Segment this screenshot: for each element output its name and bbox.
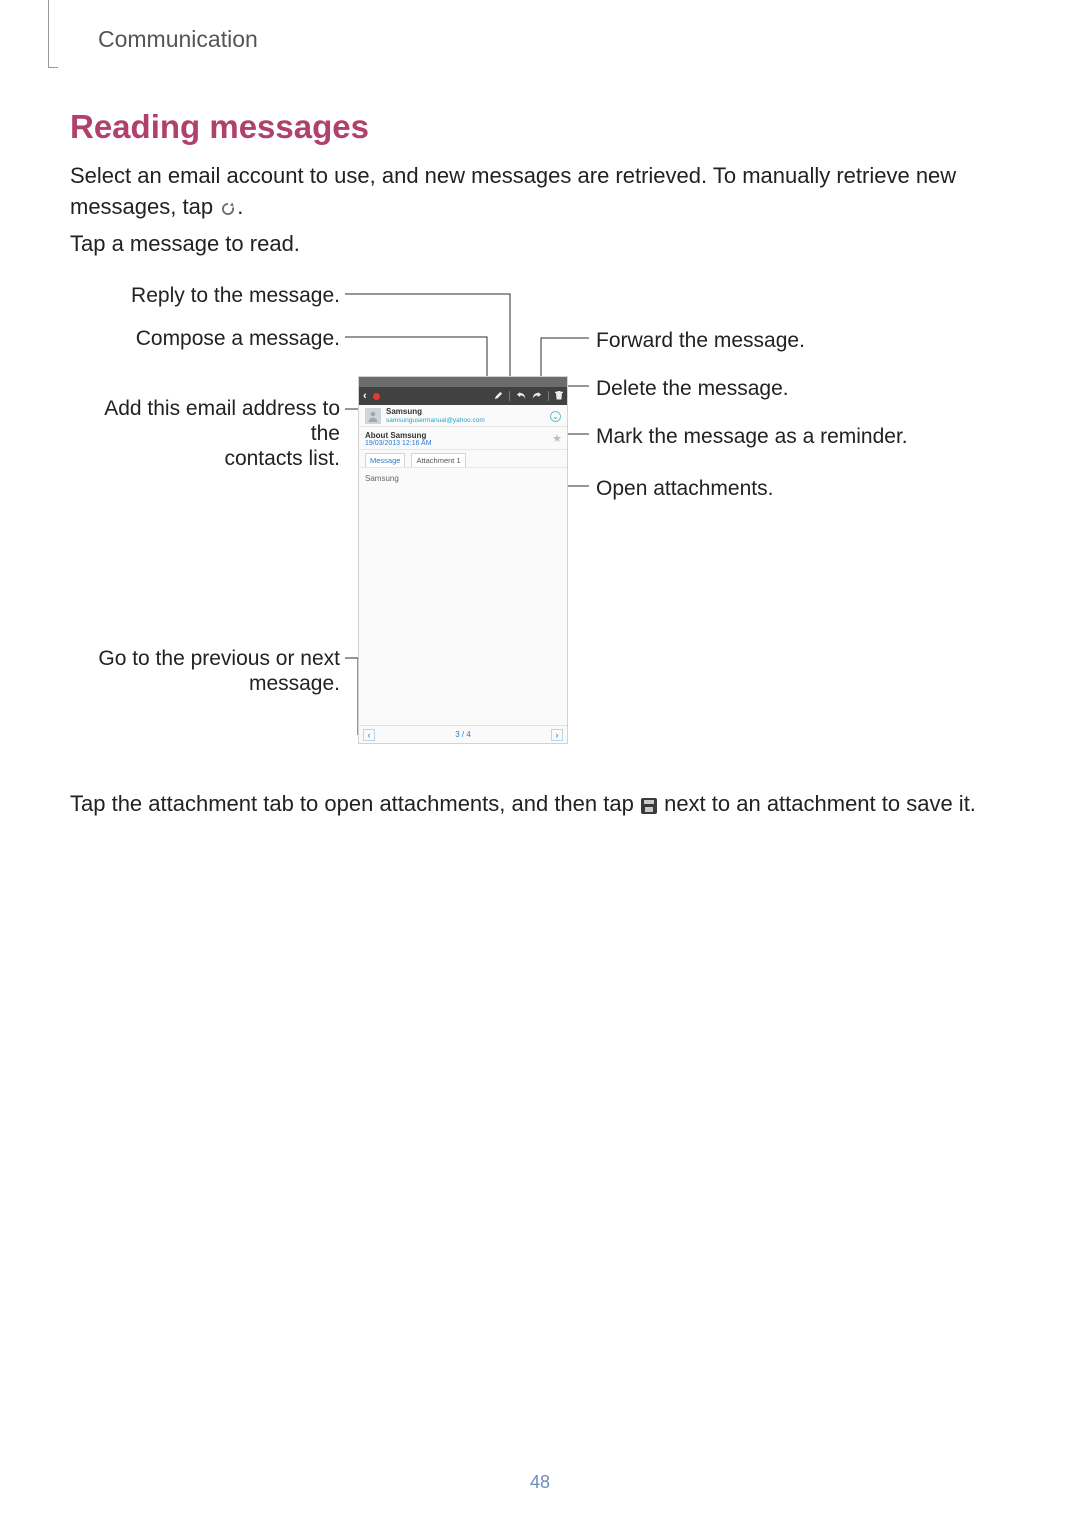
delete-icon[interactable] xyxy=(555,391,563,402)
intro-text-a: Select an email account to use, and new … xyxy=(70,163,956,219)
callout-add-contact-l2: contacts list. xyxy=(224,447,340,470)
callout-prev-next: Go to the previous or next message. xyxy=(70,646,340,696)
tab-message[interactable]: Message xyxy=(365,453,405,467)
next-message-button[interactable]: › xyxy=(551,729,563,741)
message-body: Samsung xyxy=(359,468,567,725)
status-bar xyxy=(359,377,567,387)
pager: ‹ 3 / 4 › xyxy=(359,725,567,743)
callout-prev-next-l1: Go to the previous or next xyxy=(98,647,340,670)
star-icon[interactable]: ★ xyxy=(552,432,562,445)
expand-icon[interactable]: ⌄ xyxy=(550,411,561,422)
callout-prev-next-l2: message. xyxy=(249,672,340,695)
sender-info: Samsung samsungusermanual@yahoo.com xyxy=(386,408,545,424)
avatar[interactable] xyxy=(365,408,381,424)
email-toolbar: ‹ xyxy=(359,387,567,405)
callout-add-contact: Add this email address to the contacts l… xyxy=(70,396,340,472)
back-icon[interactable]: ‹ xyxy=(363,390,367,402)
intro-text-b: . xyxy=(237,194,243,219)
intro-paragraph: Select an email account to use, and new … xyxy=(70,160,1000,226)
subject-text: About Samsung xyxy=(365,431,561,440)
callout-delete: Delete the message. xyxy=(596,376,789,401)
compose-icon[interactable] xyxy=(494,391,503,402)
callout-forward: Forward the message. xyxy=(596,328,805,353)
callout-reminder: Mark the message as a reminder. xyxy=(596,424,908,449)
save-icon xyxy=(640,792,658,823)
subject-row: About Samsung 19/03/2013 12:16 AM ★ xyxy=(359,427,567,450)
attachment-text-a: Tap the attachment tab to open attachmen… xyxy=(70,791,640,816)
callout-add-contact-l1: Add this email address to the xyxy=(104,397,340,445)
sender-name: Samsung xyxy=(386,408,545,417)
attachment-paragraph: Tap the attachment tab to open attachmen… xyxy=(70,788,1000,823)
breadcrumb: Communication xyxy=(98,26,258,53)
date-text: 19/03/2013 12:16 AM xyxy=(365,440,561,447)
account-indicator xyxy=(373,393,380,400)
crop-mark xyxy=(48,0,58,68)
callout-reply: Reply to the message. xyxy=(70,283,340,308)
callout-attachments: Open attachments. xyxy=(596,476,773,501)
sender-row: Samsung samsungusermanual@yahoo.com ⌄ xyxy=(359,405,567,427)
forward-icon[interactable] xyxy=(532,391,542,402)
page-number: 48 xyxy=(0,1472,1080,1493)
tabs-row: Message Attachment 1 xyxy=(359,450,567,468)
reply-icon[interactable] xyxy=(516,391,526,402)
attachment-text-b: next to an attachment to save it. xyxy=(664,791,976,816)
email-screenshot: ‹ Samsung samsungusermanual@yahoo.com ⌄ … xyxy=(358,376,568,744)
tap-paragraph: Tap a message to read. xyxy=(70,228,1000,259)
pager-count: 3 / 4 xyxy=(455,730,471,739)
section-heading: Reading messages xyxy=(70,108,369,146)
sender-email: samsungusermanual@yahoo.com xyxy=(386,417,545,424)
callout-compose: Compose a message. xyxy=(70,326,340,351)
tab-attachment[interactable]: Attachment 1 xyxy=(411,453,465,467)
refresh-icon xyxy=(219,195,237,226)
prev-message-button[interactable]: ‹ xyxy=(363,729,375,741)
